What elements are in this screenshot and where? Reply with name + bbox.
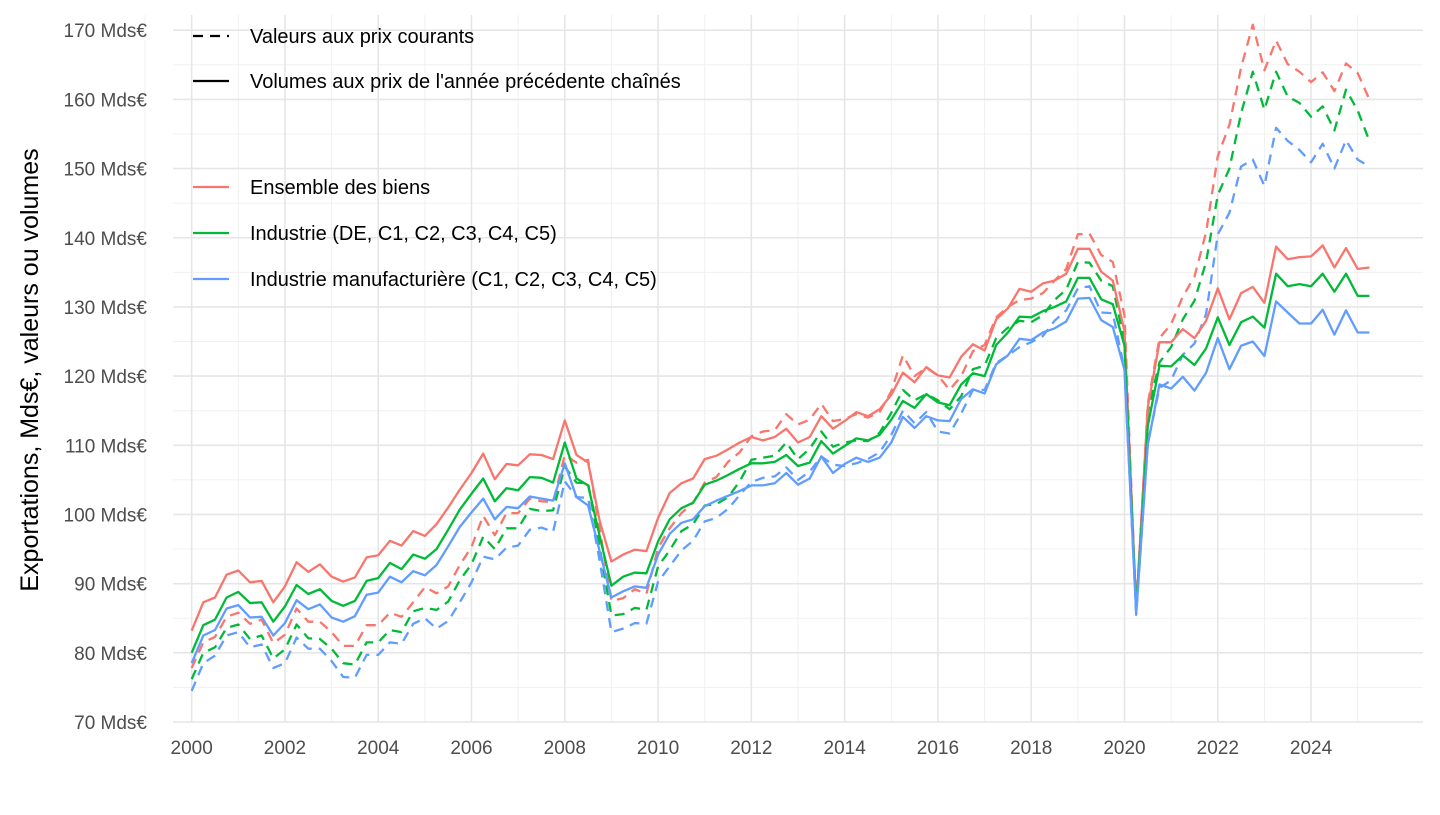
x-tick-label: 2012: [730, 738, 772, 759]
y-tick-label: 150 Mds€: [64, 160, 148, 181]
y-tick-label: 160 Mds€: [64, 90, 148, 111]
x-tick-label: 2004: [357, 738, 400, 759]
y-tick-label: 80 Mds€: [74, 644, 147, 665]
x-tick-label: 2016: [917, 738, 959, 759]
series-line-valeurs-industrie-manufacturi-re-c1-c2-c3-c4-c5: [190, 126, 1370, 692]
y-tick-label: 90 Mds€: [74, 575, 147, 596]
x-tick-label: 2002: [264, 738, 306, 759]
x-tick-label: 2000: [171, 738, 213, 759]
minor-gridlines: [144, 15, 1423, 722]
y-tick-label: 170 Mds€: [64, 21, 148, 42]
x-tick-label: 2018: [1010, 738, 1052, 759]
legend-label-series: Industrie (DE, C1, C2, C3, C4, C5): [250, 223, 557, 245]
x-tick-label: 2006: [450, 738, 492, 759]
x-tick-label: 2014: [824, 738, 867, 759]
series-lines: [190, 23, 1371, 692]
legend-label-series: Industrie manufacturière (C1, C2, C3, C4…: [250, 269, 657, 291]
y-axis-tick-labels: 70 Mds€ 80 Mds€ 90 Mds€ 100 Mds€ 110 Mds€ 120…: [64, 21, 148, 734]
legend-label-series: Ensemble des biens: [250, 177, 430, 199]
x-tick-label: 2024: [1290, 738, 1333, 759]
series-line-volumes-industrie-de-c1-c2-c3-c4-c5: [190, 272, 1370, 654]
y-tick-label: 100 Mds€: [64, 505, 148, 526]
y-tick-label: 70 Mds€: [74, 713, 147, 734]
y-tick-label: 130 Mds€: [64, 298, 148, 319]
y-tick-label: 110 Mds€: [65, 436, 147, 457]
x-tick-label: 2008: [544, 738, 586, 759]
series-line-valeurs-industrie-de-c1-c2-c3-c4-c5: [190, 70, 1371, 680]
legend-label-dashed: Valeurs aux prix courants: [250, 26, 474, 48]
x-tick-label: 2010: [637, 738, 679, 759]
y-tick-label: 140 Mds€: [64, 229, 148, 250]
series-line-volumes-ensemble-des-biens: [190, 244, 1370, 632]
series-line-valeurs-ensemble-des-biens: [190, 23, 1371, 669]
x-tick-label: 2022: [1197, 738, 1239, 759]
y-axis-label: Exportations, Mds€, valeurs ou volumes: [16, 148, 44, 591]
series-line-volumes-industrie-manufacturi-re-c1-c2-c3-c4-c5: [190, 296, 1370, 664]
y-tick-label: 120 Mds€: [64, 367, 148, 388]
legend-label-solid: Volumes aux prix de l'année précédente c…: [250, 71, 681, 93]
x-axis-tick-labels: 2000 2002 2004 2006 2008 2010 2012 2014 2016 2018…: [171, 738, 1333, 759]
legend: Valeurs aux prix courants Volumes aux pri…: [193, 26, 681, 291]
major-gridlines: [173, 15, 1423, 723]
x-tick-label: 2020: [1103, 738, 1145, 759]
